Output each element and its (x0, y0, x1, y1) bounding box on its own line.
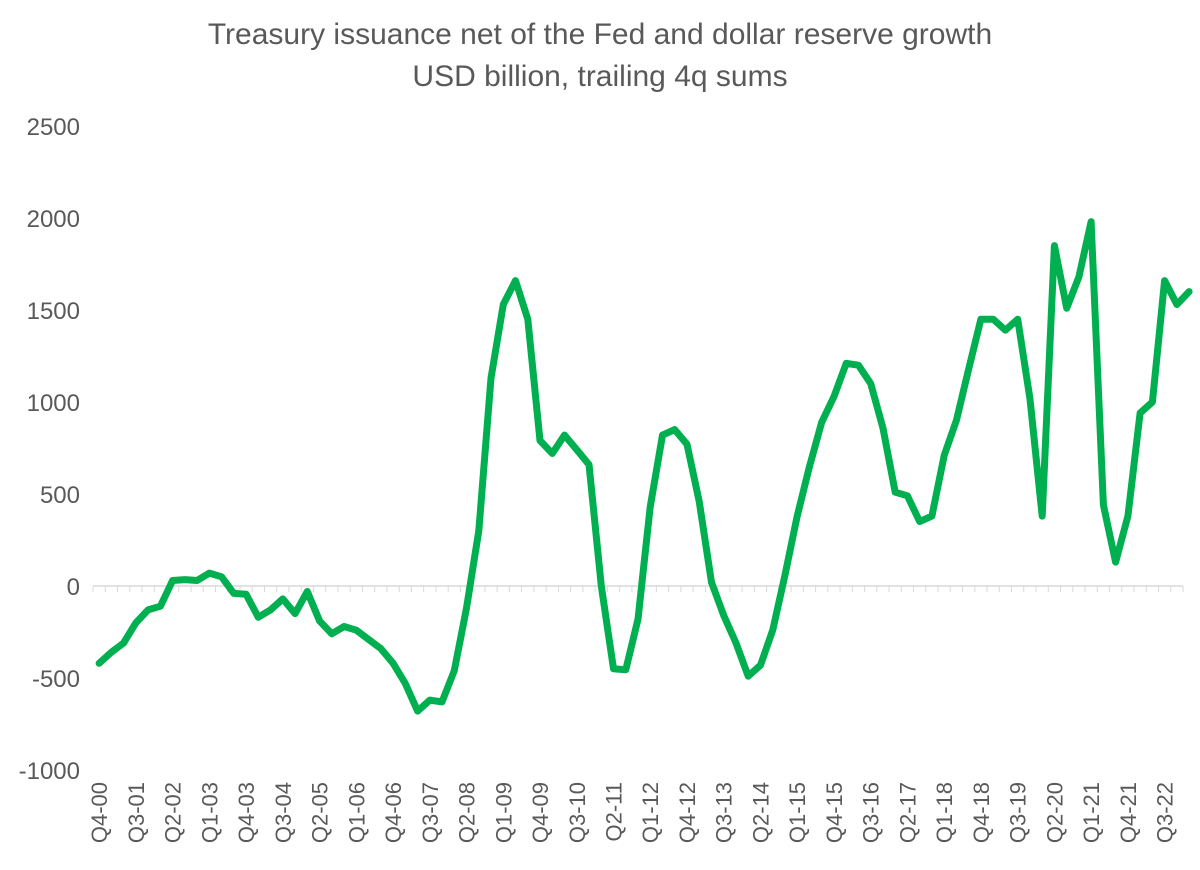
y-tick-label: 2500 (27, 114, 80, 141)
x-tick-label: Q1-06 (344, 782, 369, 843)
x-tick-label: Q3-10 (565, 782, 590, 843)
x-tick-label: Q3-16 (859, 782, 884, 843)
y-tick-label: 0 (67, 574, 80, 601)
x-tick-label: Q4-06 (381, 782, 406, 843)
x-tick-label: Q1-03 (197, 782, 222, 843)
x-tick-label: Q4-18 (969, 782, 994, 843)
x-tick-label: Q3-07 (418, 782, 443, 843)
x-tick-label: Q4-00 (87, 782, 112, 843)
x-tick-label: Q4-03 (234, 782, 259, 843)
x-tick-label: Q2-05 (308, 782, 333, 843)
x-tick-label: Q2-02 (161, 782, 186, 843)
y-tick-label: 1500 (27, 298, 80, 325)
y-tick-label: -500 (32, 666, 80, 693)
x-tick-label: Q4-09 (528, 782, 553, 843)
x-tick-label: Q1-21 (1079, 782, 1104, 843)
x-tick-label: Q1-09 (491, 782, 516, 843)
chart-title: Treasury issuance net of the Fed and dol… (207, 18, 993, 51)
x-tick-label: Q3-22 (1153, 782, 1178, 843)
x-tick-label: Q2-08 (455, 782, 480, 843)
x-tick-label: Q4-15 (822, 782, 847, 843)
x-tick-label: Q3-19 (1006, 782, 1031, 843)
x-tick-label: Q3-13 (712, 782, 737, 843)
x-tick-label: Q1-12 (638, 782, 663, 843)
x-tick-label: Q3-04 (271, 782, 296, 843)
x-tick-label: Q2-14 (748, 782, 773, 843)
y-tick-label: 2000 (27, 206, 80, 233)
series-line (95, 218, 1193, 715)
y-tick-label: 1000 (27, 390, 80, 417)
x-tick-label: Q1-15 (785, 782, 810, 843)
x-tick-label: Q4-21 (1116, 782, 1141, 843)
x-tick-label: Q2-11 (602, 782, 627, 842)
x-tick-label: Q2-20 (1042, 782, 1067, 843)
x-tick-label: Q4-12 (675, 782, 700, 843)
x-tick-label: Q3-01 (124, 782, 149, 843)
chart-subtitle: USD billion, trailing 4q sums (412, 60, 788, 93)
y-tick-label: 500 (40, 482, 80, 509)
x-tick-label: Q1-18 (932, 782, 957, 843)
x-tick-label: Q2-17 (895, 782, 920, 843)
y-tick-label: -1000 (19, 758, 80, 785)
